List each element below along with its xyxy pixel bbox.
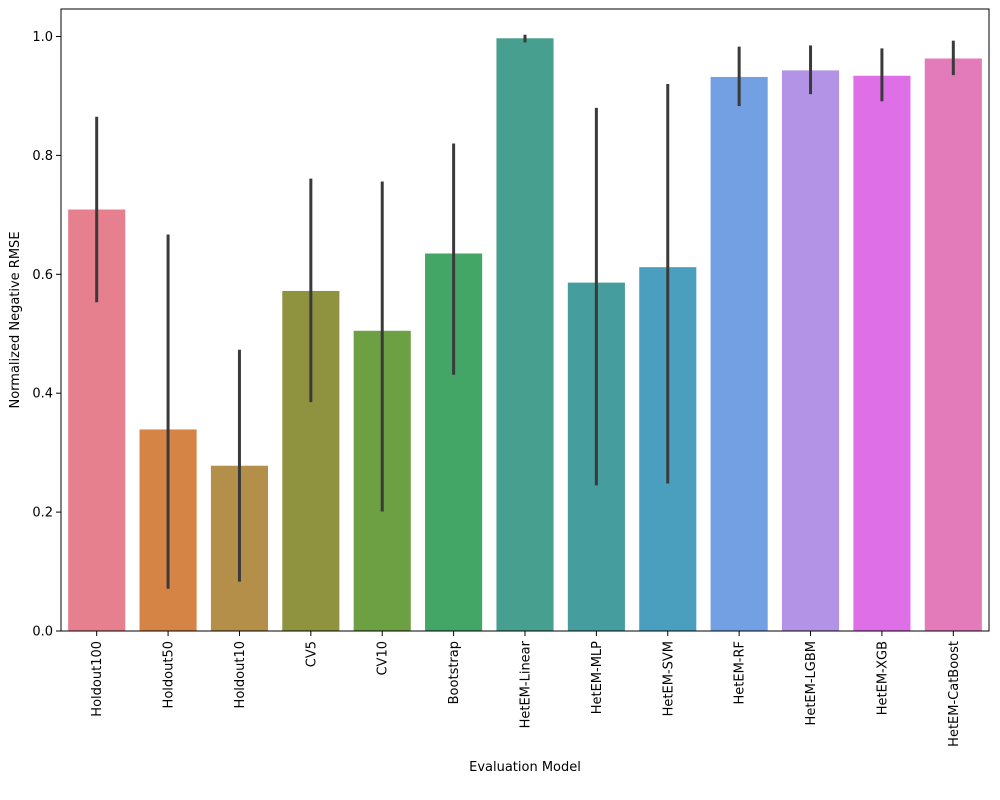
y-axis: 0.0 0.2 0.4 0.6 0.8 1.0 bbox=[32, 30, 61, 640]
x-tick-label: Holdout100 bbox=[90, 641, 105, 717]
x-tick-label: CV10 bbox=[376, 641, 391, 676]
bar-hetem-xgb bbox=[853, 75, 911, 632]
y-tick-label: 0.2 bbox=[32, 506, 53, 521]
y-tick-label: 0.8 bbox=[32, 149, 53, 164]
x-tick-label: HetEM-XGB bbox=[875, 641, 890, 715]
x-axis: Holdout100 Holdout50 Holdout10 CV5 CV10 Boots… bbox=[90, 631, 962, 747]
bars-group bbox=[68, 38, 982, 632]
x-tick-label: HetEM-RF bbox=[733, 641, 748, 705]
error-bars-group bbox=[95, 34, 955, 589]
y-tick-label: 0.4 bbox=[32, 387, 53, 402]
bar-hetem-catboost bbox=[924, 58, 982, 631]
x-tick-label: HetEM-LGBM bbox=[804, 641, 819, 725]
bar-hetem-rf bbox=[710, 76, 768, 632]
y-tick-label: 1.0 bbox=[32, 30, 53, 45]
x-tick-label: HetEM-CatBoost bbox=[947, 641, 962, 747]
x-tick-label: CV5 bbox=[304, 641, 319, 667]
y-tick-label: 0.0 bbox=[32, 625, 53, 640]
y-tick-label: 0.6 bbox=[32, 268, 53, 283]
x-tick-label: Holdout10 bbox=[233, 641, 248, 708]
y-axis-label: Normalized Negative RMSE bbox=[8, 231, 23, 408]
x-axis-label: Evaluation Model bbox=[469, 760, 581, 775]
x-tick-label: Bootstrap bbox=[447, 641, 462, 704]
x-tick-label: Holdout50 bbox=[162, 641, 177, 708]
x-tick-label: HetEM-MLP bbox=[590, 641, 605, 714]
x-tick-label: HetEM-SVM bbox=[661, 641, 676, 716]
x-tick-label: HetEM-Linear bbox=[519, 640, 534, 728]
bar-hetem-lgbm bbox=[781, 70, 840, 631]
bar-hetem-linear bbox=[496, 38, 554, 631]
